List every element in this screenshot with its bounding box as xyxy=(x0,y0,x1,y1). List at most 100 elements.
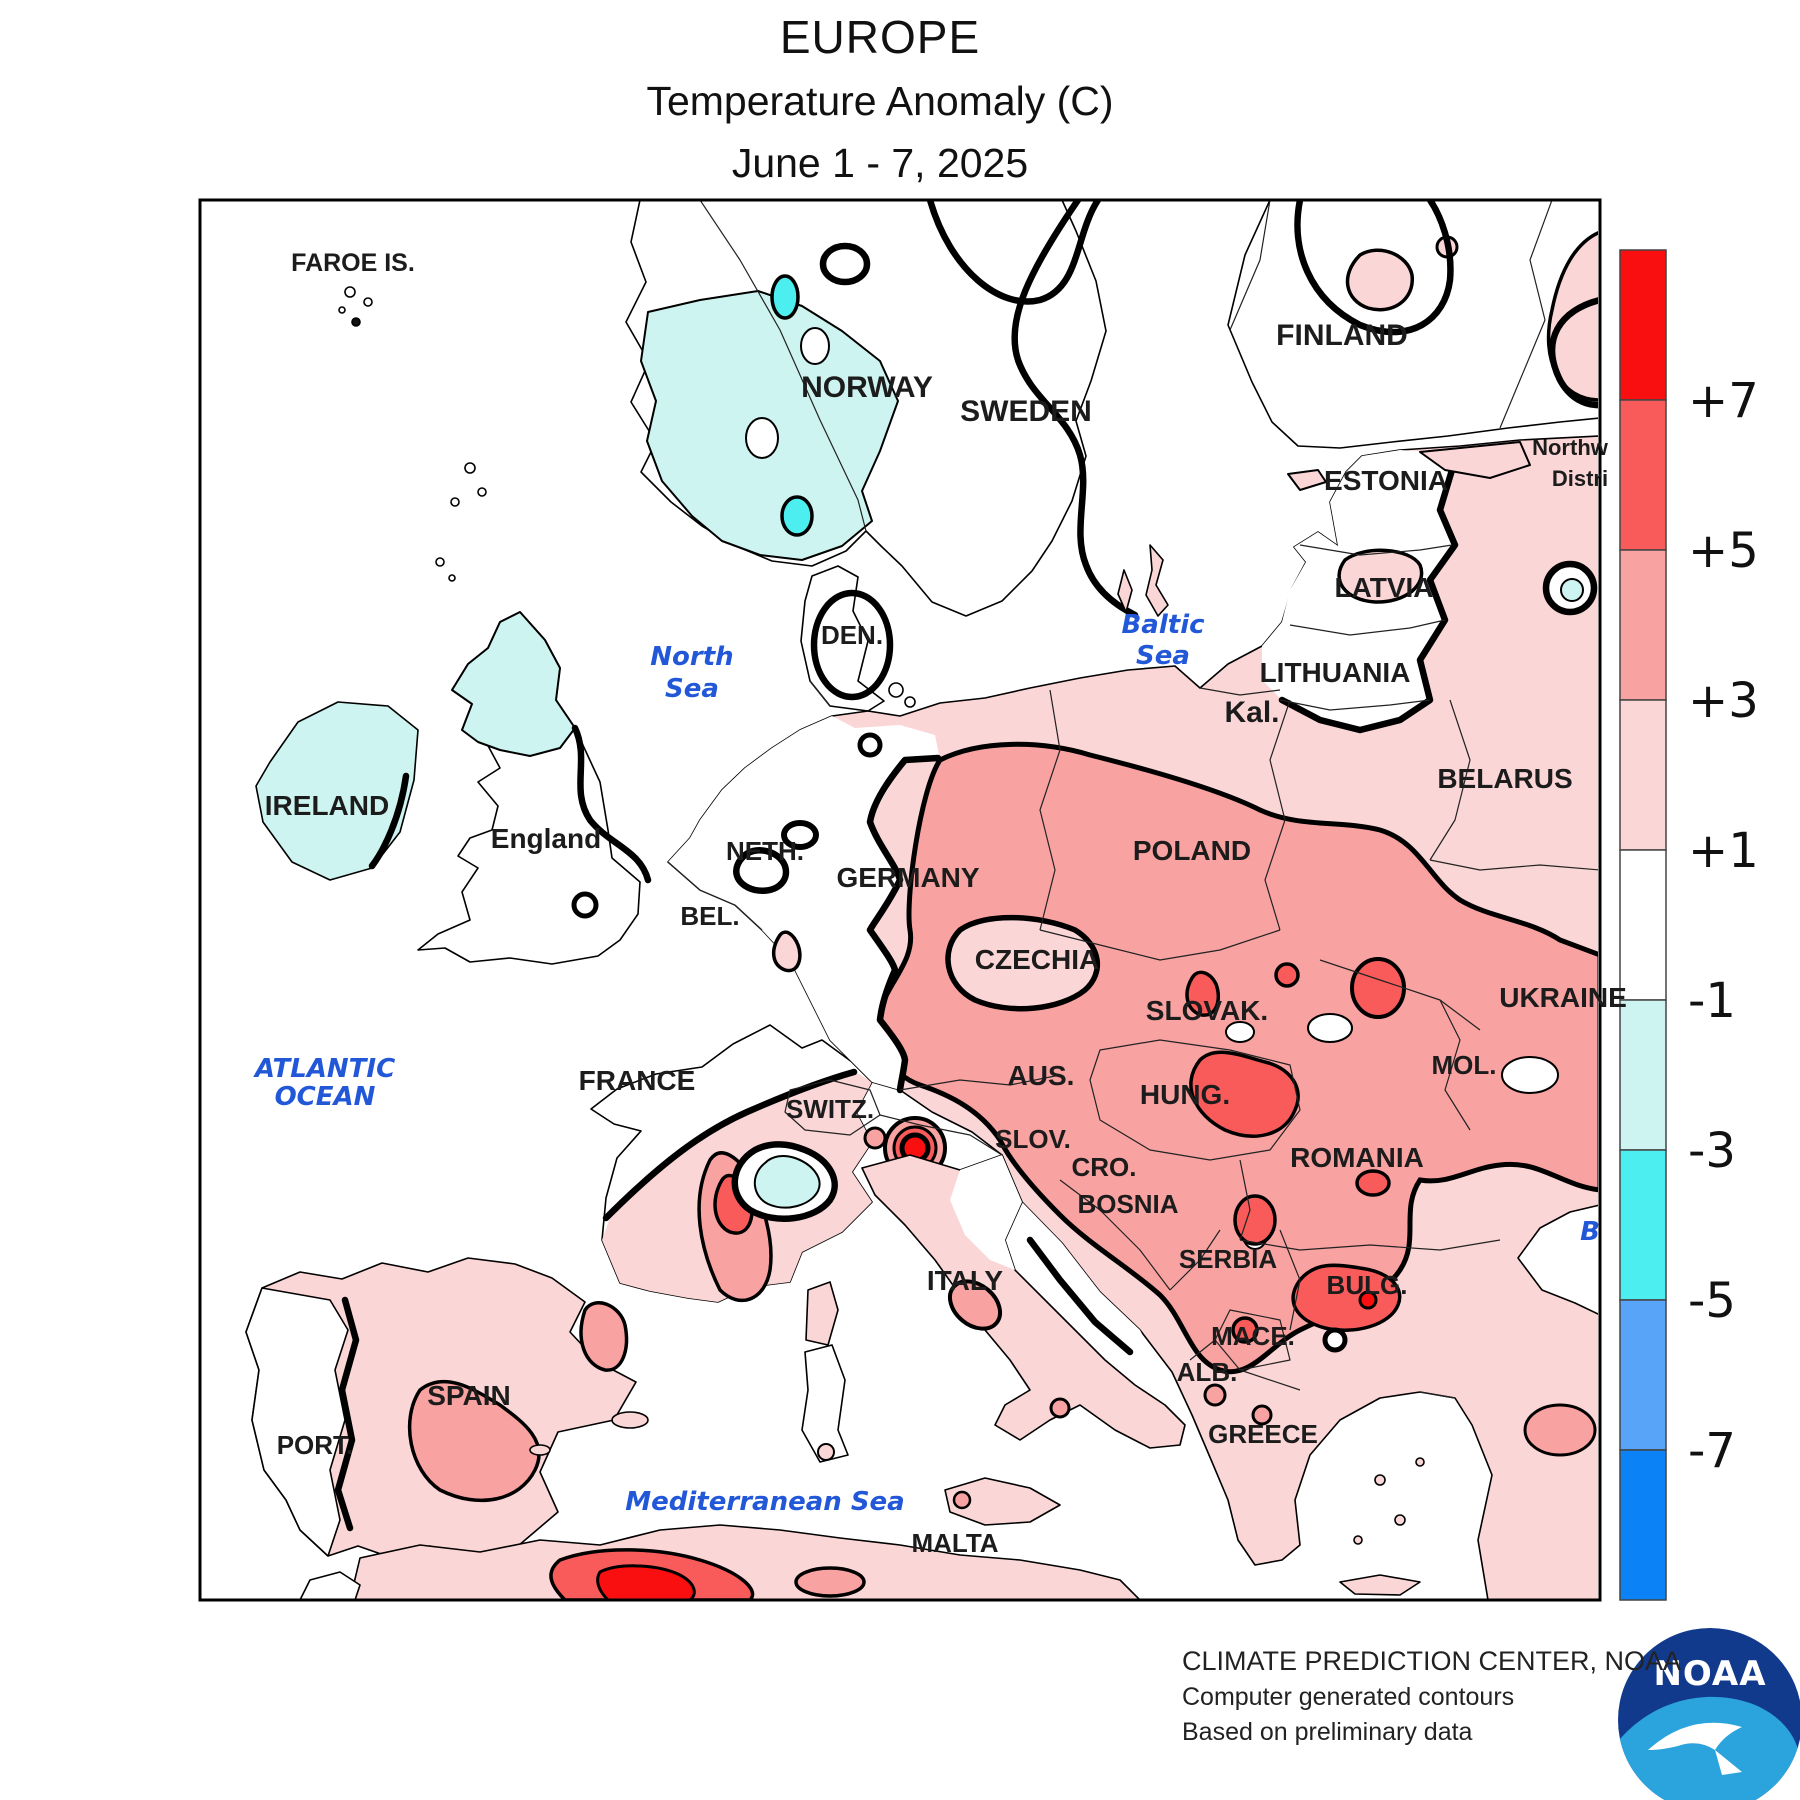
legend-block-3-to-5 xyxy=(1619,549,1667,701)
legend-block-7-to-5 xyxy=(1619,1299,1667,1451)
map-label-distri: Distri xyxy=(1552,466,1608,491)
credits-line3: Based on preliminary data xyxy=(1182,1718,1473,1746)
map-label-finland: FINLAND xyxy=(1276,319,1408,352)
contour-ring-denmark xyxy=(810,589,894,701)
legend-colorbar: +7 +5 +3 +1 -1 -3 -5 -7 xyxy=(1619,249,1759,1601)
contour-ne-loop xyxy=(1548,297,1598,409)
patch-alps-cyan xyxy=(753,1154,821,1209)
map-label-kal: Kal. xyxy=(1224,696,1279,729)
patch-bulgaria-core xyxy=(1358,1290,1378,1310)
map-label-alb: ALB. xyxy=(1177,1357,1238,1387)
credits-line2: Computer generated contours xyxy=(1182,1683,1515,1711)
map-label-czechia: CZECHIA xyxy=(975,944,1099,975)
contour-portugal-border xyxy=(334,1296,360,1532)
patch-carpathia-red xyxy=(1274,962,1300,988)
patch-greece-salmon xyxy=(1251,1404,1273,1426)
patch-africa-core xyxy=(596,1564,696,1599)
seagull-icon xyxy=(1648,1722,1742,1750)
patch-italy-central-salmon xyxy=(947,1279,1003,1331)
hole-galicia-white xyxy=(1307,1013,1353,1043)
map-label-belarus: BELARUS xyxy=(1437,763,1572,794)
landmass-ireland xyxy=(255,701,419,881)
map-label-bosnia: BOSNIA xyxy=(1077,1189,1178,1219)
landmass-north-africa xyxy=(349,1524,1141,1599)
contour-ring-germany-north xyxy=(857,732,883,758)
patch-africa-salmon xyxy=(794,1566,866,1598)
patch-estonia-pink xyxy=(1287,469,1327,491)
contour-ring-neth1 xyxy=(781,820,819,850)
patch-sicily-salmon xyxy=(952,1490,972,1510)
map-label-norway: NORWAY xyxy=(801,371,933,404)
legend-block-1-to-1 xyxy=(1619,849,1667,1001)
sea-label-atlantic: ATLANTIC xyxy=(253,1054,395,1084)
map-label-den: DEN. xyxy=(821,620,883,650)
region-portugal-white xyxy=(245,1287,349,1557)
sea-label-sea: Sea xyxy=(665,674,719,704)
contour-england xyxy=(571,724,652,884)
map-label-port: PORT. xyxy=(277,1430,354,1460)
sea-label-mediterranean-sea: Mediterranean Sea xyxy=(625,1487,904,1517)
patch-albania-salmon xyxy=(1203,1383,1227,1407)
island-gotland xyxy=(1145,544,1169,617)
island-ibiza xyxy=(529,1444,551,1456)
sea-label-sea: Sea xyxy=(1136,641,1190,671)
map-label-bel: BEL. xyxy=(680,901,739,931)
map-label-mace: MACE. xyxy=(1211,1321,1295,1351)
legend-tick-7: +7 xyxy=(1688,373,1759,429)
map-label-bulg: BULG. xyxy=(1327,1270,1408,1300)
patch-bulgaria-red xyxy=(1291,1263,1402,1332)
credits-line1: CLIMATE PREDICTION CENTER, NOAA xyxy=(1182,1646,1682,1676)
island-sicily xyxy=(944,1477,1061,1526)
map-label-hung: HUNG. xyxy=(1140,1079,1230,1110)
map-label-spain: SPAIN xyxy=(427,1380,511,1411)
patch-sardinia-pink xyxy=(817,1443,835,1461)
date-range: June 1 - 7, 2025 xyxy=(731,140,1029,186)
map-label-malta: MALTA xyxy=(911,1528,998,1558)
title-block: EUROPE Temperature Anomaly (C) June 1 - … xyxy=(0,10,1760,187)
map-label-serbia: SERBIA xyxy=(1179,1244,1277,1274)
map-interior xyxy=(202,201,1598,1599)
patch-slovakia-red xyxy=(1185,970,1221,1017)
legend-block-above-7 xyxy=(1619,249,1667,401)
legend-tick-3: +3 xyxy=(1688,673,1759,729)
patch-turkey-salmon xyxy=(1523,1403,1597,1457)
legend-tick-7: -7 xyxy=(1688,1423,1736,1479)
contour-ring-norway xyxy=(819,242,871,286)
sea-label-b: B xyxy=(1580,1217,1600,1247)
patch-serbia-red xyxy=(1233,1194,1277,1246)
patch-spain-northeast xyxy=(579,1301,629,1372)
map-label-cro: CRO. xyxy=(1072,1152,1137,1182)
map-label-germany: GERMANY xyxy=(836,862,979,893)
legend-block-5-to-7 xyxy=(1619,399,1667,551)
map-label-neth: NETH. xyxy=(726,836,804,866)
border-finland-russia xyxy=(1499,201,1553,429)
map-label-switz: SWITZ. xyxy=(786,1094,874,1124)
map-label-latvia: LATVIA xyxy=(1334,572,1433,603)
contour-north-loop xyxy=(926,201,1102,305)
legend-tick-1: +1 xyxy=(1688,823,1759,879)
patch-gulf-coast-pink xyxy=(1419,441,1531,479)
legend-block-3-to-1 xyxy=(1619,999,1667,1151)
patch-russia-coldspot xyxy=(1560,578,1584,602)
contour-ring-england xyxy=(571,891,599,919)
patch-romania-red xyxy=(1355,1169,1391,1197)
landmass-finland xyxy=(1227,201,1598,449)
country-borders xyxy=(667,201,1598,1399)
patch-germany-small-pink xyxy=(772,930,802,973)
contour-adriatic xyxy=(1026,1236,1134,1356)
legend-block-1-to-3 xyxy=(1619,699,1667,851)
map-label-england: England xyxy=(491,823,601,854)
map-label-slovak: SLOVAK. xyxy=(1146,995,1268,1026)
patch-nw-russia-pink xyxy=(1546,231,1598,402)
patch-ukraine-red-oval xyxy=(1350,957,1406,1019)
islands-aegean xyxy=(1353,1457,1425,1545)
map-label-france: FRANCE xyxy=(579,1065,696,1096)
sea-label-ocean: OCEAN xyxy=(275,1082,376,1112)
island-mallorca xyxy=(611,1411,649,1429)
patch-norway-deepcyan2 xyxy=(780,495,814,537)
hole-norway-white2 xyxy=(745,417,779,459)
map-label-estonia: ESTONIA xyxy=(1324,465,1448,496)
legend-tick-5: +5 xyxy=(1688,523,1759,579)
contour-ring-bulgaria xyxy=(1322,1327,1348,1353)
patch-hungary-red xyxy=(1189,1050,1300,1138)
